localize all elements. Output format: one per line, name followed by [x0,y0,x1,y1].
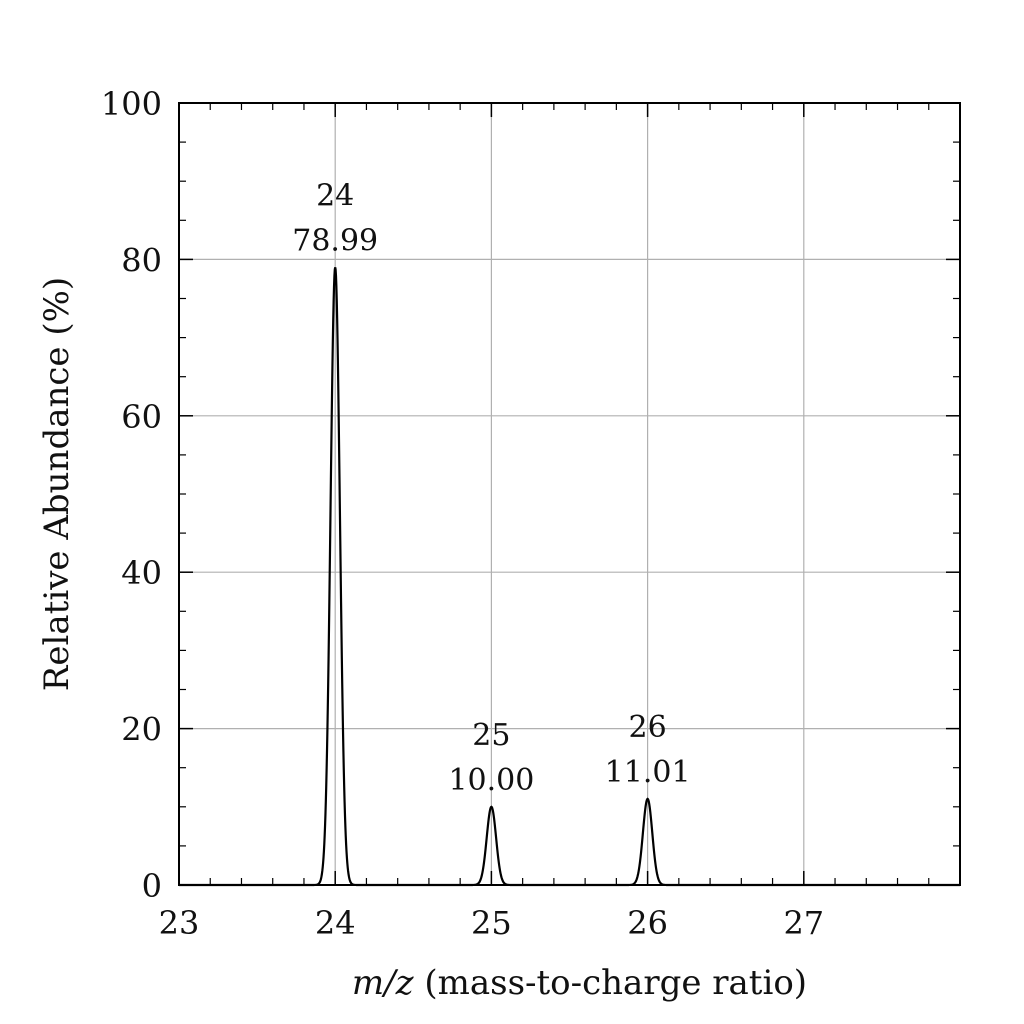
peak-labels: 24 78.99 25 10.00 26 11.01 [292,178,690,798]
plot-frame [178,102,961,886]
peak-annotation: 24 78.99 [292,178,378,258]
x-tick-label: 24 [315,904,356,942]
peak-value-label: 11.01 [605,755,691,790]
y-tick-label: 0 [142,867,162,905]
peak-value-label: 10.00 [448,763,534,798]
y-tick-label: 40 [121,554,162,592]
spectrum-series [179,267,960,887]
spectrum-line [179,267,960,887]
x-axis-title: m/z (mass-to-charge ratio) [352,963,807,1003]
peak-mass-label: 26 [629,710,667,745]
x-tick-label: 27 [783,904,824,942]
x-tick-label: 26 [627,904,668,942]
peak-mass-label: 25 [472,718,510,753]
x-axis-title-math: m/z [352,963,415,1003]
y-tick-label: 100 [101,85,162,123]
peak-annotation: 26 11.01 [605,710,691,790]
axis-ticks [178,102,960,886]
x-tick-label: 23 [159,904,200,942]
peak-mass-label: 24 [316,178,354,213]
x-tick-label: 25 [471,904,512,942]
x-tick-labels: 23 24 25 26 27 [159,904,825,942]
y-tick-labels: 0 20 40 60 80 100 [101,85,162,905]
peak-annotation: 25 10.00 [448,718,534,798]
y-tick-label: 80 [121,241,162,279]
y-tick-label: 60 [121,398,162,436]
y-tick-label: 20 [121,711,162,749]
peak-value-label: 78.99 [292,223,378,258]
y-axis-title: Relative Abundance (%) [37,277,77,691]
x-axis-title-text: (mass-to-charge ratio) [414,963,808,1003]
grid [179,103,960,885]
